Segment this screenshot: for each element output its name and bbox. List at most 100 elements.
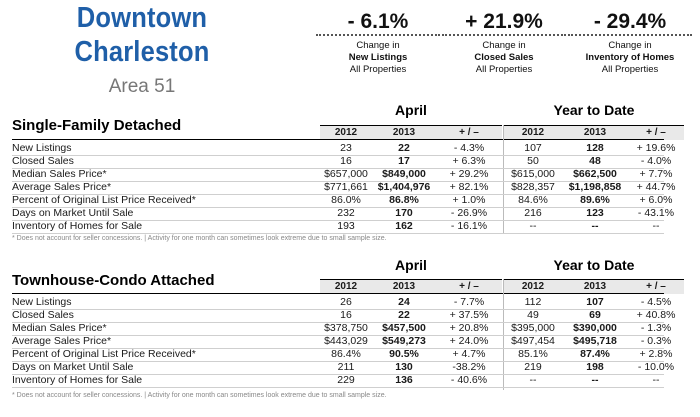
table-cell: + 40.8%	[636, 309, 676, 321]
table-cell: 112	[524, 296, 542, 308]
table-cell: + 82.1%	[449, 181, 489, 193]
table-cell: --	[652, 220, 660, 232]
row-divider	[12, 181, 664, 182]
table-row: Percent of Original List Price Received*…	[0, 194, 700, 207]
table-cell: 198	[586, 361, 604, 373]
table-cell: 86.8%	[389, 194, 419, 206]
table-cell: $662,500	[573, 168, 617, 180]
table-cell: - 10.0%	[637, 361, 675, 373]
row-label: New Listings	[12, 142, 72, 154]
area-subtitle: Area 51	[108, 76, 176, 97]
table-cell: 128	[586, 142, 604, 154]
table-cell: 90.5%	[389, 348, 419, 360]
row-divider	[12, 220, 664, 221]
column-header: 2012	[521, 281, 545, 292]
header-bar-april	[320, 279, 502, 294]
row-divider	[12, 374, 664, 375]
table-cell: + 37.5%	[449, 309, 489, 321]
table-cell: - 4.5%	[640, 296, 672, 308]
table-cell: 211	[337, 361, 355, 373]
column-group-divider	[503, 279, 504, 390]
column-header: 2013	[583, 281, 607, 292]
kpi-scope: All Properties	[349, 64, 407, 75]
kpi-value: - 29.4%	[568, 10, 692, 36]
kpi-metric: Closed Sales	[474, 52, 534, 63]
row-label: Average Sales Price*	[12, 181, 112, 193]
area-title-line2: Charleston	[74, 36, 210, 68]
kpi-inventory: - 29.4% Change in Inventory of Homes All…	[568, 10, 692, 76]
table-cell: $395,000	[511, 322, 555, 334]
column-header: + / –	[646, 281, 666, 292]
column-header: + / –	[646, 127, 666, 138]
column-header: 2012	[334, 127, 358, 138]
table-cell: $378,750	[324, 322, 368, 334]
row-label: Inventory of Homes for Sale	[12, 220, 143, 232]
kpi-value: + 21.9%	[442, 10, 566, 36]
table-cell: 130	[395, 361, 413, 373]
table-row: Average Sales Price* $443,029 $549,273 + 24…	[0, 335, 700, 348]
table-cell: - 4.3%	[453, 142, 485, 154]
kpi-caption: Change in	[482, 40, 526, 51]
period-label-ytd: Year to Date	[553, 257, 635, 273]
table-cell: 136	[395, 374, 413, 386]
table-cell: 16	[340, 309, 352, 321]
row-label: New Listings	[12, 296, 72, 308]
column-header: 2012	[334, 281, 358, 292]
table-cell: + 2.8%	[639, 348, 673, 360]
table-cell: --	[591, 220, 599, 232]
table-cell: + 24.0%	[449, 335, 489, 347]
kpi-caption: Change in	[608, 40, 652, 51]
table-cell: 219	[524, 361, 542, 373]
table-cell: 85.1%	[518, 348, 548, 360]
table-cell: 193	[337, 220, 355, 232]
table-cell: $495,718	[573, 335, 617, 347]
table-cell: + 29.2%	[449, 168, 489, 180]
header-bar-april	[320, 125, 502, 140]
table-cell: + 19.6%	[636, 142, 676, 154]
row-divider	[12, 168, 664, 169]
row-divider	[12, 194, 664, 195]
table-cell: 216	[524, 207, 542, 219]
row-label: Median Sales Price*	[12, 322, 107, 334]
table-row: Days on Market Until Sale 211 130 -38.2% 219…	[0, 361, 700, 374]
table-cell: 232	[337, 207, 355, 219]
table-cell: - 43.1%	[637, 207, 675, 219]
table-cell: - 26.9%	[450, 207, 488, 219]
table-cell: 107	[524, 142, 542, 154]
table-cell: $549,273	[382, 335, 426, 347]
kpi-scope: All Properties	[475, 64, 533, 75]
table-cell: $771,661	[324, 181, 368, 193]
table-cell: 24	[398, 296, 410, 308]
row-label: Average Sales Price*	[12, 335, 112, 347]
table-cell: 123	[586, 207, 604, 219]
table-cell: --	[529, 220, 537, 232]
table-cell: - 40.6%	[450, 374, 488, 386]
row-label: Inventory of Homes for Sale	[12, 374, 143, 386]
table-cell: + 6.0%	[639, 194, 673, 206]
table-row: Closed Sales 16 17 + 6.3% 50 48 - 4.0%	[0, 155, 700, 168]
table-cell: $457,500	[382, 322, 426, 334]
table-cell: 48	[589, 155, 601, 167]
table-cell: $615,000	[511, 168, 555, 180]
row-divider	[12, 361, 664, 362]
table-cell: - 7.7%	[453, 296, 485, 308]
table-cell: $443,029	[324, 335, 368, 347]
table-cell: 50	[527, 155, 539, 167]
header-bar-ytd	[504, 125, 684, 140]
table-row: New Listings 26 24 - 7.7% 112 107 - 4.5%	[0, 296, 700, 309]
table-cell: $849,000	[382, 168, 426, 180]
row-label: Closed Sales	[12, 155, 74, 167]
row-label: Percent of Original List Price Received*	[12, 194, 196, 206]
column-header: 2013	[392, 281, 416, 292]
period-label-ytd: Year to Date	[553, 102, 635, 118]
table-cell: 162	[395, 220, 413, 232]
footnote: * Does not account for seller concession…	[12, 235, 387, 242]
table-cell: + 7.7%	[639, 168, 673, 180]
row-divider	[12, 322, 664, 323]
row-divider	[12, 309, 664, 310]
row-divider	[12, 335, 664, 336]
table-cell: 17	[398, 155, 410, 167]
table-row: Days on Market Until Sale 232 170 - 26.9% 21…	[0, 207, 700, 220]
table-row: Closed Sales 16 22 + 37.5% 49 69 + 40.8%	[0, 309, 700, 322]
kpi-scope: All Properties	[601, 64, 659, 75]
